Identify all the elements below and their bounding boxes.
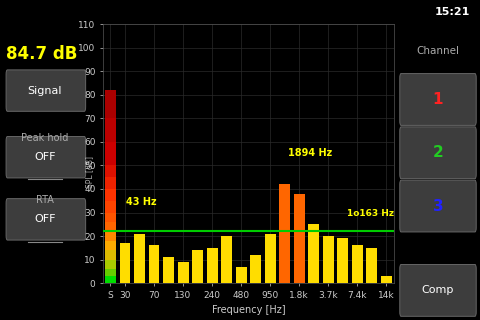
Text: 84.7 dB: 84.7 dB: [6, 44, 78, 63]
Text: SPL [dB]: SPL [dB]: [85, 156, 95, 188]
Bar: [105, 250, 116, 260]
Bar: [207, 248, 217, 283]
Bar: [265, 234, 276, 283]
Text: Signal: Signal: [28, 85, 62, 96]
Bar: [105, 142, 116, 165]
Bar: [236, 267, 247, 283]
Text: 43 Hz: 43 Hz: [126, 197, 157, 207]
Bar: [105, 118, 116, 142]
Bar: [279, 184, 290, 283]
Bar: [105, 241, 116, 250]
Bar: [105, 231, 116, 241]
Bar: [105, 201, 116, 212]
Bar: [323, 236, 334, 283]
Bar: [381, 276, 392, 283]
Bar: [149, 245, 159, 283]
FancyBboxPatch shape: [6, 199, 85, 240]
Text: Comp: Comp: [422, 285, 454, 295]
Bar: [163, 257, 174, 283]
Bar: [105, 90, 116, 118]
Text: 2: 2: [432, 145, 444, 160]
Bar: [105, 222, 116, 231]
Bar: [366, 248, 377, 283]
Bar: [308, 224, 319, 283]
Bar: [294, 194, 305, 283]
Text: 3: 3: [432, 198, 444, 213]
Bar: [105, 165, 116, 177]
Bar: [120, 243, 131, 283]
Bar: [105, 278, 116, 283]
Bar: [105, 212, 116, 222]
Text: 1: 1: [433, 92, 443, 107]
Text: 1894 Hz: 1894 Hz: [288, 148, 332, 158]
Bar: [337, 238, 348, 283]
Text: 15:21: 15:21: [435, 7, 470, 17]
FancyBboxPatch shape: [400, 127, 476, 179]
FancyBboxPatch shape: [400, 74, 476, 125]
Bar: [178, 262, 189, 283]
Text: 1o163 Hz: 1o163 Hz: [347, 209, 394, 218]
Text: RTA: RTA: [36, 195, 54, 205]
Bar: [250, 255, 261, 283]
FancyBboxPatch shape: [6, 70, 85, 111]
Text: Peak hold: Peak hold: [21, 133, 69, 143]
Bar: [352, 245, 363, 283]
Bar: [134, 234, 145, 283]
FancyBboxPatch shape: [6, 136, 85, 178]
Text: OFF: OFF: [34, 152, 56, 162]
Bar: [105, 269, 116, 276]
Bar: [105, 177, 116, 189]
Bar: [105, 189, 116, 201]
Text: OFF: OFF: [34, 214, 56, 224]
Bar: [105, 276, 116, 283]
FancyBboxPatch shape: [400, 180, 476, 232]
X-axis label: Frequency [Hz]: Frequency [Hz]: [212, 305, 285, 316]
Bar: [105, 260, 116, 269]
Text: Channel: Channel: [417, 46, 459, 56]
FancyBboxPatch shape: [400, 265, 476, 316]
Bar: [221, 236, 232, 283]
Bar: [192, 250, 203, 283]
